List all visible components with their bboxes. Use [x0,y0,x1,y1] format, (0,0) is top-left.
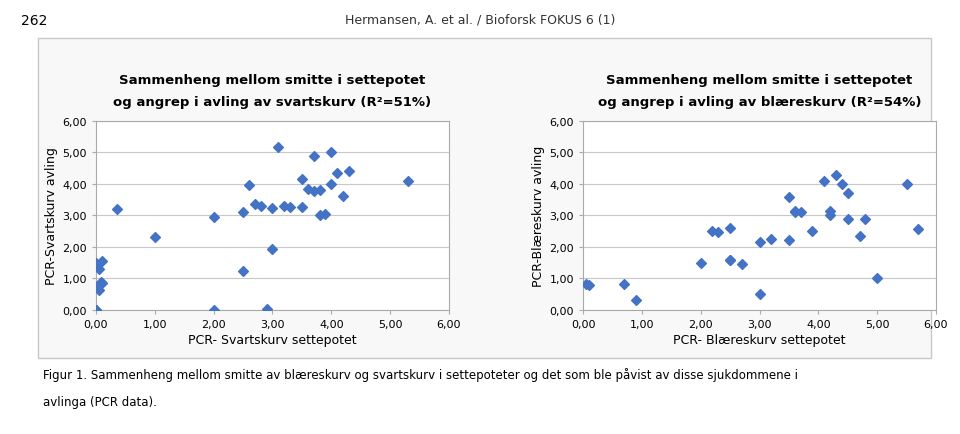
Point [88,260,104,266]
Point [752,239,767,246]
Point [823,212,838,219]
Point [781,237,797,244]
Point [324,149,339,156]
Point [318,211,333,218]
Text: og angrep i avling av blæreskurv (R²=54%): og angrep i avling av blæreskurv (R²=54%… [598,95,922,108]
Point [723,225,738,232]
Point [265,246,280,253]
Point [723,256,738,263]
Point [870,275,885,282]
Point [147,234,162,241]
Point [312,187,327,194]
X-axis label: PCR- Blæreskurv settepotet: PCR- Blæreskurv settepotet [673,333,846,346]
Point [253,203,269,210]
Text: avlinga (PCR data).: avlinga (PCR data). [43,395,157,408]
Point [840,216,855,223]
Point [91,282,107,289]
Point [300,186,316,193]
Point [823,208,838,215]
Y-axis label: PCR-Blæreskurv avling: PCR-Blæreskurv avling [532,145,545,286]
Point [787,208,803,215]
Point [781,194,797,201]
Point [616,281,632,288]
Point [693,260,708,267]
Point [911,226,926,233]
Point [628,296,643,303]
Point [793,209,808,216]
Point [241,183,256,190]
Point [335,194,350,201]
Point [206,307,222,314]
Point [752,291,767,298]
Point [294,176,309,183]
Point [734,261,750,268]
Point [341,168,356,175]
Point [88,307,104,314]
Point [271,144,286,151]
X-axis label: PCR- Svartskurv settepotet: PCR- Svartskurv settepotet [188,333,357,346]
Point [91,286,107,293]
Point [705,228,720,235]
Point [108,206,124,213]
Point [804,228,820,235]
Point [324,181,339,188]
Point [235,209,251,216]
Point [763,236,779,243]
Text: og angrep i avling av svartskurv (R²=51%): og angrep i avling av svartskurv (R²=51%… [113,95,432,108]
Point [329,170,345,177]
Point [828,172,844,179]
Point [581,282,596,289]
Text: Figur 1. Sammenheng mellom smitte av blæreskurv og svartskurv i settepoteter og : Figur 1. Sammenheng mellom smitte av blæ… [43,367,798,381]
Point [88,307,104,314]
Point [723,256,738,263]
Point [94,258,109,265]
Text: Hermansen, A. ​et al.​ / Bioforsk FOKUS 6 (1): Hermansen, A. ​et al.​ / Bioforsk FOKUS … [345,14,615,27]
Point [787,209,803,216]
Point [259,306,275,313]
Point [276,203,292,210]
Point [840,191,855,197]
Point [306,154,322,161]
Point [400,178,416,185]
Y-axis label: PCR-Svartskurv avling: PCR-Svartskurv avling [45,147,59,285]
Point [852,233,867,240]
Point [91,266,107,273]
Point [312,212,327,219]
Point [88,307,104,314]
Point [817,178,832,185]
Point [294,204,309,211]
Point [282,204,298,211]
Text: Sammenheng mellom smitte i settepotet: Sammenheng mellom smitte i settepotet [119,74,425,87]
Point [265,204,280,211]
Point [857,216,873,223]
Point [306,188,322,195]
Point [93,279,108,286]
Point [235,267,251,274]
Point [206,214,222,221]
Point [94,280,109,287]
Point [247,201,262,208]
Point [578,281,593,288]
Point [899,181,914,188]
Point [834,181,850,188]
Text: 262: 262 [21,14,47,28]
Point [710,229,726,236]
Text: Sammenheng mellom smitte i settepotet: Sammenheng mellom smitte i settepotet [607,74,913,87]
